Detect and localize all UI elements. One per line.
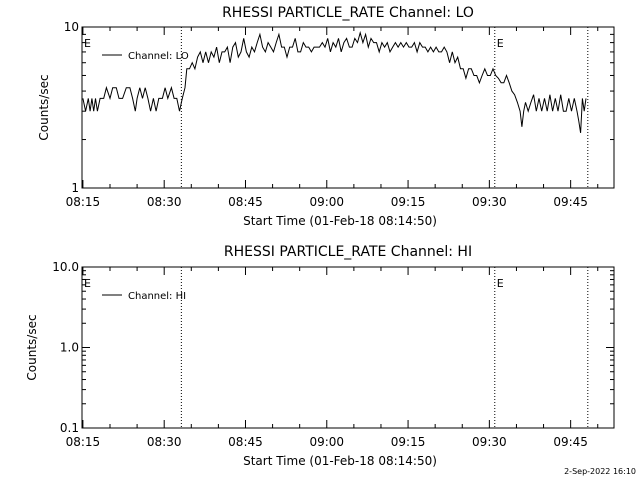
chart-panel-hi: RHESSI PARTICLE_RATE Channel: HI Start Ti… (25, 244, 615, 468)
x-tick-label: 09:45 (553, 435, 588, 449)
y-tick-label: 1.0 (60, 341, 79, 355)
y-axis-label: Counts/sec (25, 314, 39, 380)
x-tick-label: 09:45 (553, 195, 588, 209)
chart-panel-lo: RHESSI PARTICLE_RATE Channel: LO Start Ti… (37, 5, 615, 228)
footer-timestamp: 2-Sep-2022 16:10 (564, 467, 636, 476)
x-tick-label: 08:15 (66, 435, 101, 449)
y-tick-label: 10 (64, 20, 79, 34)
x-tick-label: 08:45 (228, 195, 263, 209)
x-tick-label: 09:00 (309, 195, 344, 209)
x-tick-label: 08:30 (147, 435, 182, 449)
event-marker-label: E (84, 277, 91, 290)
x-tick-label: 09:30 (472, 195, 507, 209)
x-axis-label: Start Time (01-Feb-18 08:14:50) (243, 214, 437, 228)
legend-entry: Channel: HI (128, 291, 186, 302)
x-tick-label: 09:00 (309, 435, 344, 449)
y-tick-label: 1 (71, 181, 79, 195)
x-tick-label: 08:45 (228, 435, 263, 449)
legend-entry: Channel: LO (128, 51, 189, 62)
y-tick-label: 10.0 (52, 260, 79, 274)
x-tick-label: 09:15 (391, 195, 426, 209)
x-tick-label: 09:15 (391, 435, 426, 449)
x-tick-label: 08:15 (66, 195, 101, 209)
event-marker-label: E (497, 37, 504, 50)
series-line-channel-lo (82, 30, 587, 133)
x-tick-label: 09:30 (472, 435, 507, 449)
y-tick-label: 0.1 (60, 421, 79, 435)
y-axis-label: Counts/sec (37, 74, 51, 140)
x-axis-label: Start Time (01-Feb-18 08:14:50) (243, 454, 437, 468)
plot-frame (81, 26, 615, 189)
event-marker-label: E (497, 277, 504, 290)
x-tick-label: 08:30 (147, 195, 182, 209)
chart-title: RHESSI PARTICLE_RATE Channel: HI (224, 244, 472, 260)
event-marker-label: E (84, 37, 91, 50)
chart-title: RHESSI PARTICLE_RATE Channel: LO (222, 5, 474, 21)
